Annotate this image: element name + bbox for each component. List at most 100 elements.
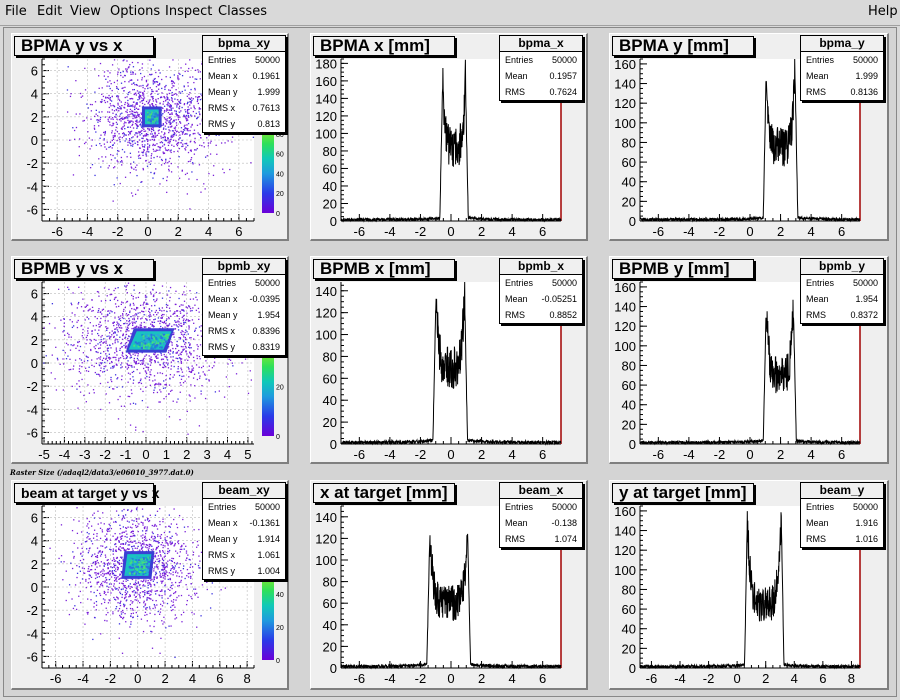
stats-box[interactable]: bpmb_x Entries 50000 Mean -0.05251 RMS 0.8852 <box>499 258 583 324</box>
halo-point <box>165 322 167 325</box>
halo-point <box>114 374 117 376</box>
halo-point <box>156 90 158 92</box>
menu-help[interactable]: Help <box>868 4 898 19</box>
halo-point <box>191 597 193 600</box>
menu-edit[interactable]: Edit <box>37 4 63 19</box>
halo-point <box>161 307 164 309</box>
halo-point <box>117 102 119 104</box>
palette-label: 20 <box>276 385 284 392</box>
menu-view[interactable]: View <box>70 4 101 19</box>
halo-point <box>141 129 143 132</box>
halo-point <box>169 89 171 92</box>
halo-point <box>103 143 106 145</box>
halo-point <box>101 529 103 531</box>
halo-point <box>105 299 107 302</box>
halo-point <box>151 153 153 155</box>
halo-point <box>182 143 184 145</box>
halo-point <box>188 93 190 96</box>
halo-point <box>191 365 193 367</box>
halo-point <box>174 618 176 620</box>
y-tick-label: 60 <box>622 155 636 170</box>
halo-point <box>115 296 117 298</box>
halo-point <box>185 306 187 308</box>
halo-point <box>78 520 80 522</box>
menu-inspect[interactable]: Inspect <box>165 4 213 19</box>
halo-point <box>111 64 114 66</box>
halo-point <box>188 67 190 70</box>
pad-bpmb_y[interactable]: -6 -4 -2 0 2 4 6 0 20 40 60 80 100 120 140 160 BPMB y [m… <box>609 256 889 464</box>
halo-point <box>159 559 161 562</box>
halo-point <box>126 368 129 370</box>
halo-point <box>169 150 171 152</box>
halo-point <box>182 129 185 131</box>
halo-point <box>191 67 194 69</box>
halo-point <box>111 361 113 364</box>
halo-point <box>129 126 132 128</box>
halo-point <box>168 120 170 122</box>
menu-file[interactable]: File <box>5 4 27 19</box>
menu-options[interactable]: Options <box>110 4 161 19</box>
halo-point <box>132 382 134 384</box>
halo-point <box>162 551 165 553</box>
halo-point <box>168 384 171 386</box>
stats-box[interactable]: bpma_y Entries 50000 Mean 1.999 RMS 0.8136 <box>800 35 884 101</box>
x-tick-label: -4 <box>82 224 94 239</box>
halo-point <box>171 134 173 136</box>
halo-point <box>152 353 155 355</box>
histogram-title[interactable]: BPMA y vs x <box>14 36 154 56</box>
histogram-title[interactable]: BPMB y [mm] <box>612 259 754 279</box>
halo-point <box>112 548 115 550</box>
halo-point <box>181 131 184 133</box>
halo-point <box>112 572 115 575</box>
halo-point <box>154 536 157 538</box>
halo-point <box>128 115 130 118</box>
histogram-title[interactable]: BPMB x [mm] <box>313 259 455 279</box>
stats-box[interactable]: bpmb_y Entries 50000 Mean 1.954 RMS 0.8372 <box>800 258 884 324</box>
halo-point <box>194 137 196 140</box>
halo-point <box>187 554 189 556</box>
halo-point <box>140 95 142 97</box>
halo-point <box>122 323 125 325</box>
halo-point <box>154 605 156 607</box>
histogram-title[interactable]: BPMA y [mm] <box>612 36 754 56</box>
halo-point <box>135 116 138 119</box>
y-tick-label: 4 <box>31 534 38 549</box>
halo-point <box>114 574 116 577</box>
halo-point <box>143 93 145 95</box>
halo-point <box>156 581 158 584</box>
halo-point <box>154 311 157 313</box>
histogram-title[interactable]: BPMA x [mm] <box>313 36 455 56</box>
halo-point <box>124 591 126 593</box>
halo-point <box>116 378 118 380</box>
halo-point <box>113 332 115 334</box>
halo-point <box>190 384 192 386</box>
core-speckle-dot <box>149 345 152 348</box>
halo-point <box>102 308 105 310</box>
halo-point <box>153 535 156 538</box>
halo-point <box>147 587 149 589</box>
halo-point <box>152 100 155 102</box>
halo-point <box>112 585 115 587</box>
halo-point <box>104 131 106 133</box>
histogram-title[interactable]: BPMB y vs x <box>14 259 154 279</box>
pad-bpma_x[interactable]: -6 -4 -2 0 2 4 6 0 20 40 60 80 100 120 140 160 180 BPMA x… <box>310 33 588 241</box>
pad-bpma_y[interactable]: -6 -4 -2 0 2 4 6 0 20 40 60 80 100 120 140 160 BPMA y [m… <box>609 33 889 241</box>
halo-point <box>106 141 108 143</box>
halo-point <box>169 116 171 118</box>
stats-box[interactable]: bpma_x Entries 50000 Mean 0.1957 RMS 0.7624 <box>499 35 583 101</box>
halo-point <box>151 128 153 131</box>
menu-classes[interactable]: Classes <box>218 4 267 19</box>
halo-point <box>177 150 179 152</box>
halo-point <box>133 359 135 362</box>
y-tick-label: 100 <box>614 116 636 131</box>
stats-box[interactable]: bpmb_xy Entries 50000 Mean x -0.0395 Mean y 1.… <box>202 258 286 356</box>
halo-point <box>145 153 147 156</box>
stats-box[interactable]: bpma_xy Entries 50000 Mean x 0.1961 Mean y 1.9… <box>202 35 286 133</box>
halo-point <box>156 298 158 300</box>
pad-bpmb_x[interactable]: -6 -4 -2 0 2 4 6 0 20 40 60 80 100 120 140 BPMB x [mm] b… <box>310 256 588 464</box>
halo-point <box>187 366 189 368</box>
halo-point <box>194 89 196 91</box>
